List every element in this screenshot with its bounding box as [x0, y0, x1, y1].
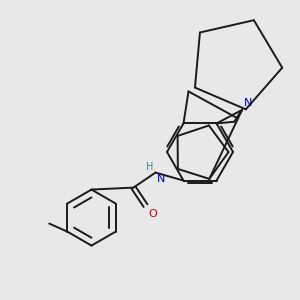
Text: O: O — [148, 208, 157, 219]
Text: H: H — [146, 162, 154, 172]
Text: N: N — [244, 98, 252, 108]
Text: N: N — [157, 174, 165, 184]
